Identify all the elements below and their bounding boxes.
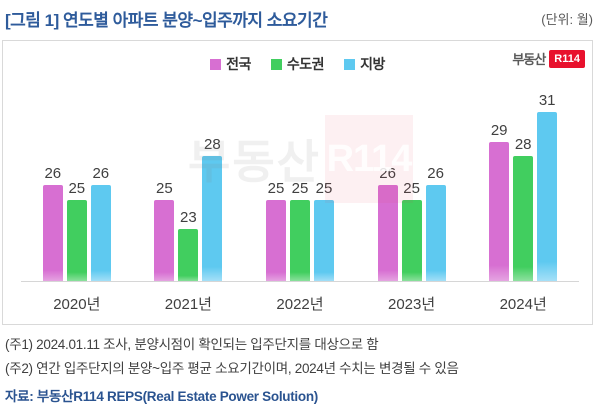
bar-전국-2022년 [265, 200, 286, 282]
bar-지방-2021년 [202, 156, 223, 282]
legend-item-metro: 수도권 [270, 54, 325, 74]
bar-지방-2023년 [425, 185, 446, 282]
legend-label-provincial: 지방 [360, 56, 385, 72]
barwrap-전국-2020년: 26 [42, 165, 63, 282]
barwrap-전국-2024년: 29 [489, 122, 510, 282]
legend-label-metro: 수도권 [286, 56, 325, 72]
r114-logo-text: 부동산 [512, 52, 546, 67]
legend-swatch-metro [270, 58, 282, 70]
bar-value-label: 25 [68, 180, 86, 197]
bar-group-2021년: 25 23 28 2021년 [133, 85, 245, 313]
footnote-2: (주2) 연간 입주단지의 분양~입주 평균 소요기간이며, 2024년 수치는… [5, 361, 459, 376]
barwrap-전국-2021년: 25 [154, 180, 175, 282]
unit-label: (단위: 월) [541, 12, 593, 27]
barwrap-수도권-2023년: 25 [401, 180, 422, 282]
barwrap-수도권-2021년: 23 [178, 209, 199, 282]
x-axis-label-2024년: 2024년 [499, 296, 547, 313]
footnotes: (주1) 2024.01.11 조사, 분양시점이 확인되는 입주단지를 대상으… [5, 333, 595, 405]
bar-group-2020년: 26 25 26 2020년 [21, 85, 133, 313]
source-line: 자료: 부동산R114 REPS(Real Estate Power Solut… [5, 389, 318, 404]
bar-value-label: 25 [403, 180, 420, 197]
barwrap-지방-2022년: 25 [313, 180, 334, 282]
figure-title: [그림 1] 연도별 아파트 분양~입주까지 소요기간 [5, 11, 328, 30]
barwrap-수도권-2020년: 25 [66, 180, 87, 282]
bar-value-label: 26 [44, 165, 62, 182]
r114-logo: 부동산 R114 [512, 49, 585, 68]
bar-지방-2024년 [537, 112, 558, 282]
bar-group-2024년: 29 28 31 2024년 [467, 85, 579, 313]
x-axis-label-2021년: 2021년 [164, 296, 212, 313]
bar-value-label: 29 [490, 122, 508, 139]
bar-value-label: 28 [514, 136, 532, 153]
bar-수도권-2021년 [178, 229, 199, 282]
chart-legend: 전국 수도권 지방 [3, 54, 592, 74]
bar-수도권-2020년 [66, 200, 87, 282]
chart-area: 전국 수도권 지방 부동산 R114 부동산 R114 26 25 26 2020년 2… [2, 40, 593, 325]
figure-header: [그림 1] 연도별 아파트 분양~입주까지 소요기간 (단위: 월) [5, 6, 593, 31]
bar-group-2022년: 25 25 25 2022년 [244, 85, 356, 313]
bar-value-label: 25 [315, 180, 333, 197]
bar-수도권-2022년 [289, 200, 310, 282]
bar-value-label: 25 [156, 180, 173, 197]
bar-value-label: 25 [291, 180, 309, 197]
bar-value-label: 26 [379, 165, 396, 182]
barwrap-수도권-2022년: 25 [289, 180, 310, 282]
x-axis-label-2022년: 2022년 [276, 296, 324, 313]
legend-label-national: 전국 [226, 56, 251, 72]
bar-전국-2024년 [489, 142, 510, 282]
barwrap-지방-2023년: 26 [425, 165, 446, 282]
bar-value-label: 23 [180, 209, 197, 226]
bar-group-2023년: 26 25 26 2023년 [356, 85, 468, 313]
x-axis-label-2023년: 2023년 [387, 296, 436, 313]
barwrap-지방-2021년: 28 [202, 136, 223, 282]
x-axis-line [21, 281, 579, 282]
barwrap-전국-2023년: 26 [377, 165, 398, 282]
barwrap-수도권-2024년: 28 [513, 136, 534, 282]
x-axis-label-2020년: 2020년 [53, 296, 101, 313]
footnote-1: (주1) 2024.01.11 조사, 분양시점이 확인되는 입주단지를 대상으… [5, 337, 379, 352]
bar-지방-2022년 [313, 200, 334, 282]
bar-지방-2020년 [90, 185, 111, 282]
bar-전국-2020년 [42, 185, 63, 282]
bar-value-label: 26 [92, 165, 110, 182]
legend-item-national: 전국 [210, 54, 251, 74]
barwrap-지방-2024년: 31 [537, 92, 558, 282]
bar-value-label: 25 [267, 180, 285, 197]
barwrap-전국-2022년: 25 [265, 180, 286, 282]
barwrap-지방-2020년: 26 [90, 165, 111, 282]
bar-value-label: 26 [427, 165, 444, 182]
bar-value-label: 31 [538, 92, 556, 109]
bar-수도권-2024년 [513, 156, 534, 282]
legend-item-provincial: 지방 [344, 54, 385, 74]
legend-swatch-provincial [344, 58, 356, 70]
r114-logo-badge: R114 [549, 49, 585, 68]
bar-수도권-2023년 [401, 200, 422, 282]
legend-swatch-national [210, 58, 222, 70]
bar-전국-2021년 [154, 200, 175, 282]
bar-plot: 26 25 26 2020년 25 23 28 2021년 25 25 25 2022년 26 25 26 2… [21, 85, 579, 313]
bar-전국-2023년 [377, 185, 398, 282]
bar-value-label: 28 [204, 136, 221, 153]
